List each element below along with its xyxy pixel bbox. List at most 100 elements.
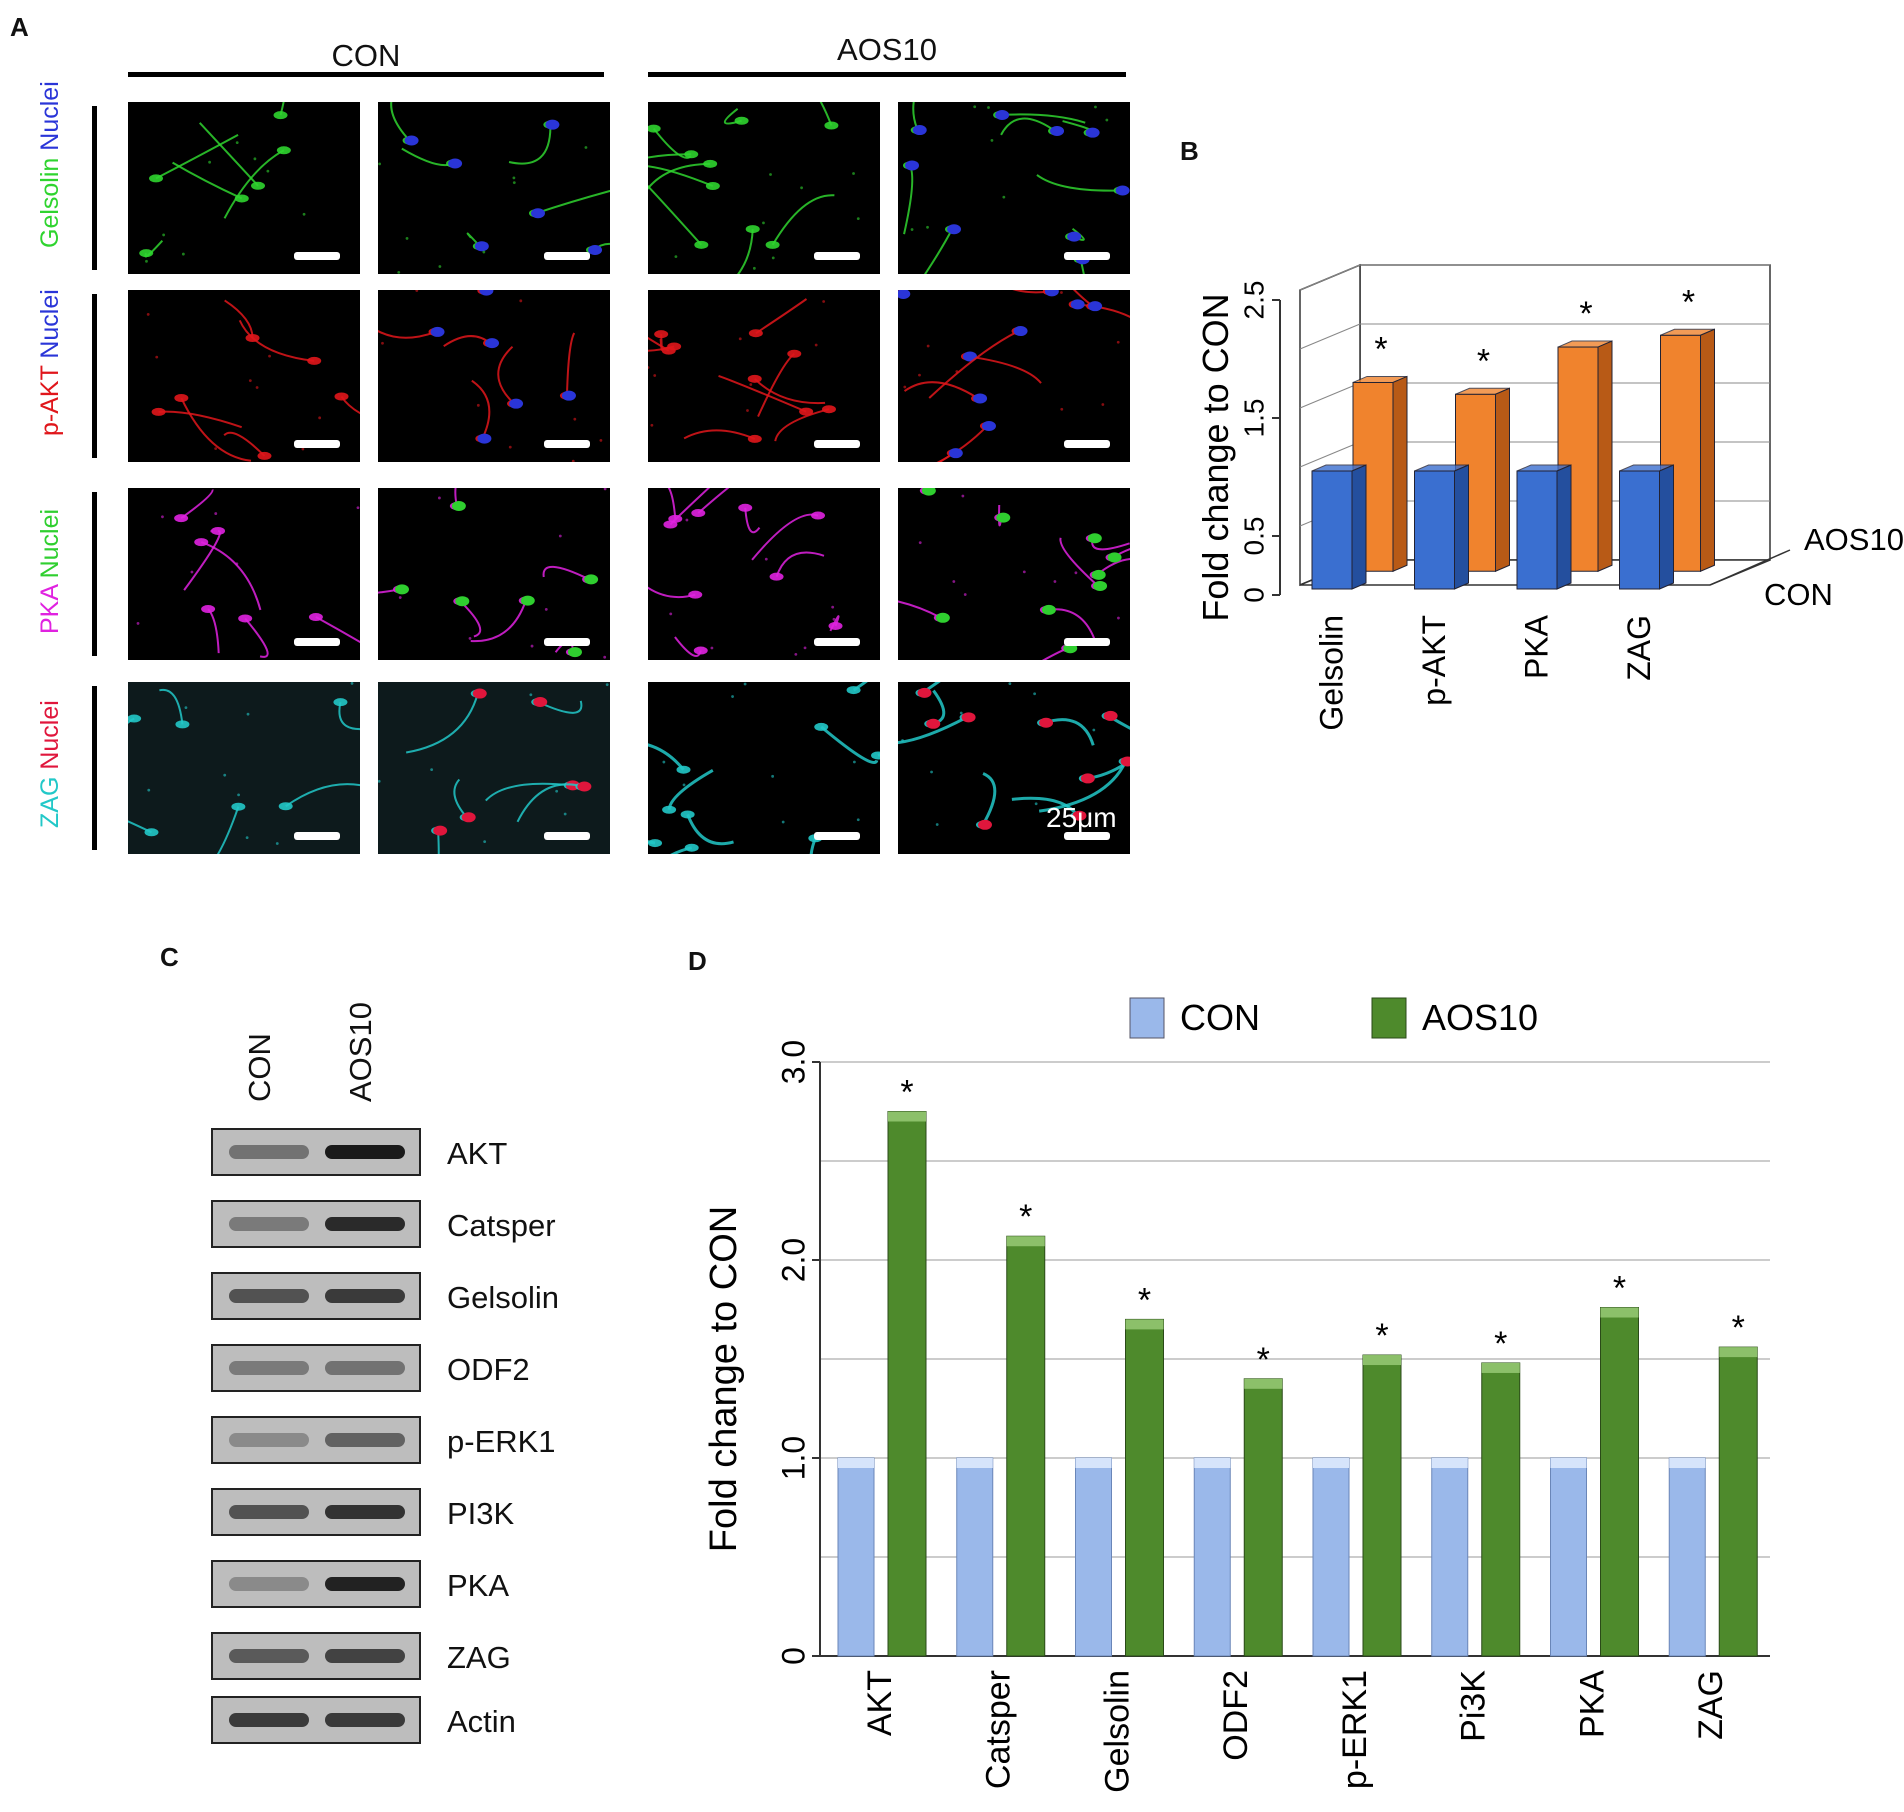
sperm-tail: [198, 122, 259, 187]
nucleus: [1085, 127, 1100, 138]
chart-d-bar-con: [1193, 1457, 1231, 1657]
blot-band: [229, 1649, 309, 1663]
background-speckle: [145, 259, 148, 263]
scale-bar: [544, 440, 590, 448]
nucleus: [588, 244, 603, 255]
sperm-head: [151, 407, 166, 416]
nucleus: [1067, 231, 1082, 242]
chart-d-bar-con: [1431, 1457, 1469, 1657]
background-speckle: [852, 760, 856, 764]
sperm-head: [144, 828, 159, 837]
counterstain-name: Nuclei: [36, 508, 64, 586]
micrograph-image: [898, 290, 1130, 462]
sperm-head: [273, 111, 288, 120]
micrograph: [898, 290, 1130, 462]
chart-d-category-label: PKA: [1573, 1670, 1611, 1738]
sperm-tail: [1107, 714, 1130, 730]
nucleus: [485, 338, 500, 349]
scale-bar: [294, 252, 340, 260]
blot-strip: [211, 1128, 421, 1176]
background-speckle: [682, 783, 686, 787]
background-speckle: [237, 793, 240, 797]
bar-side: [1351, 464, 1367, 590]
nucleus: [947, 224, 962, 235]
sperm-tail: [535, 189, 610, 215]
micrograph-image: [146, 299, 360, 462]
chart-d-bar-aos10-cap: [1600, 1307, 1639, 1318]
chart-b-gridline: [1299, 441, 1361, 468]
sperm-tail: [508, 124, 552, 165]
background-speckle: [605, 683, 609, 687]
sperm-tail: [683, 429, 756, 440]
chart-d-legend-swatch-aos10: [1371, 997, 1407, 1039]
sperm-head: [175, 720, 190, 729]
row-label: p-AKT Nuclei: [36, 289, 65, 436]
scale-bar: [544, 252, 590, 260]
background-speckle: [1074, 571, 1078, 575]
scale-bar: [814, 440, 860, 448]
sperm-tail: [443, 335, 491, 348]
sperm-head: [747, 374, 762, 383]
background-speckle: [544, 607, 548, 611]
micrograph-image: [898, 682, 1130, 830]
background-speckle: [558, 534, 562, 538]
blot-strip: [211, 1272, 421, 1320]
chart-d-ytick-label: 1.0: [775, 1436, 811, 1480]
scale-bar: [544, 638, 590, 646]
nucleus: [1070, 299, 1085, 310]
scale-bar: [814, 252, 860, 260]
sperm-tail: [1059, 537, 1099, 587]
background-speckle: [738, 337, 742, 341]
background-speckle: [1060, 407, 1064, 411]
blot-protein-label: Actin: [447, 1704, 516, 1739]
scale-bar: [294, 638, 340, 646]
background-speckle: [190, 570, 194, 574]
sperm-tail: [1079, 259, 1085, 274]
nucleus: [479, 290, 494, 296]
chart-b-category-label: PKA: [1518, 614, 1554, 679]
panel-label-b: B: [1180, 136, 1199, 166]
sperm-head: [276, 146, 291, 155]
background-speckle: [1022, 570, 1026, 574]
chart-b-significance: *: [1579, 295, 1592, 333]
background-speckle: [856, 818, 860, 822]
micrograph: [898, 682, 1130, 854]
sperm-head: [278, 802, 293, 811]
background-speckle: [302, 212, 306, 216]
sperm-head: [693, 646, 708, 655]
chart-d-bar-aos10-cap: [1244, 1378, 1283, 1389]
sperm-head: [691, 509, 706, 518]
nucleus: [474, 241, 489, 252]
nucleus: [917, 687, 932, 698]
chart-d-bar-aos10: [1006, 1235, 1046, 1657]
background-speckle: [650, 423, 654, 427]
sperm-tail: [928, 330, 1019, 399]
sperm-tail: [648, 165, 714, 187]
chart-b-significance: *: [1374, 330, 1387, 368]
sperm-tail: [315, 616, 360, 644]
chart-b-ytick-label: 0: [1238, 587, 1269, 603]
sperm-tail: [471, 379, 491, 440]
nucleus: [394, 584, 409, 595]
sperm-tail: [497, 345, 515, 405]
background-speckle: [268, 354, 271, 358]
bar-side: [1597, 340, 1613, 573]
group-title-aos10: AOS10: [837, 32, 937, 67]
micrograph-image: [648, 298, 836, 443]
background-speckle: [255, 386, 259, 389]
background-speckle: [769, 173, 772, 176]
background-speckle: [476, 403, 480, 407]
chart-d-bar-aos10: [1243, 1378, 1283, 1657]
background-speckle: [1060, 291, 1063, 294]
background-speckle: [963, 593, 967, 596]
background-speckle: [529, 693, 533, 697]
sperm-tail: [771, 194, 835, 246]
background-speckle: [519, 299, 523, 303]
sperm-head: [680, 810, 695, 819]
background-speckle: [405, 237, 409, 240]
sperm-tail: [537, 700, 583, 714]
sperm-tail: [516, 783, 583, 823]
background-speckle: [182, 515, 186, 519]
background-speckle: [603, 488, 607, 491]
background-speckle: [794, 652, 798, 656]
